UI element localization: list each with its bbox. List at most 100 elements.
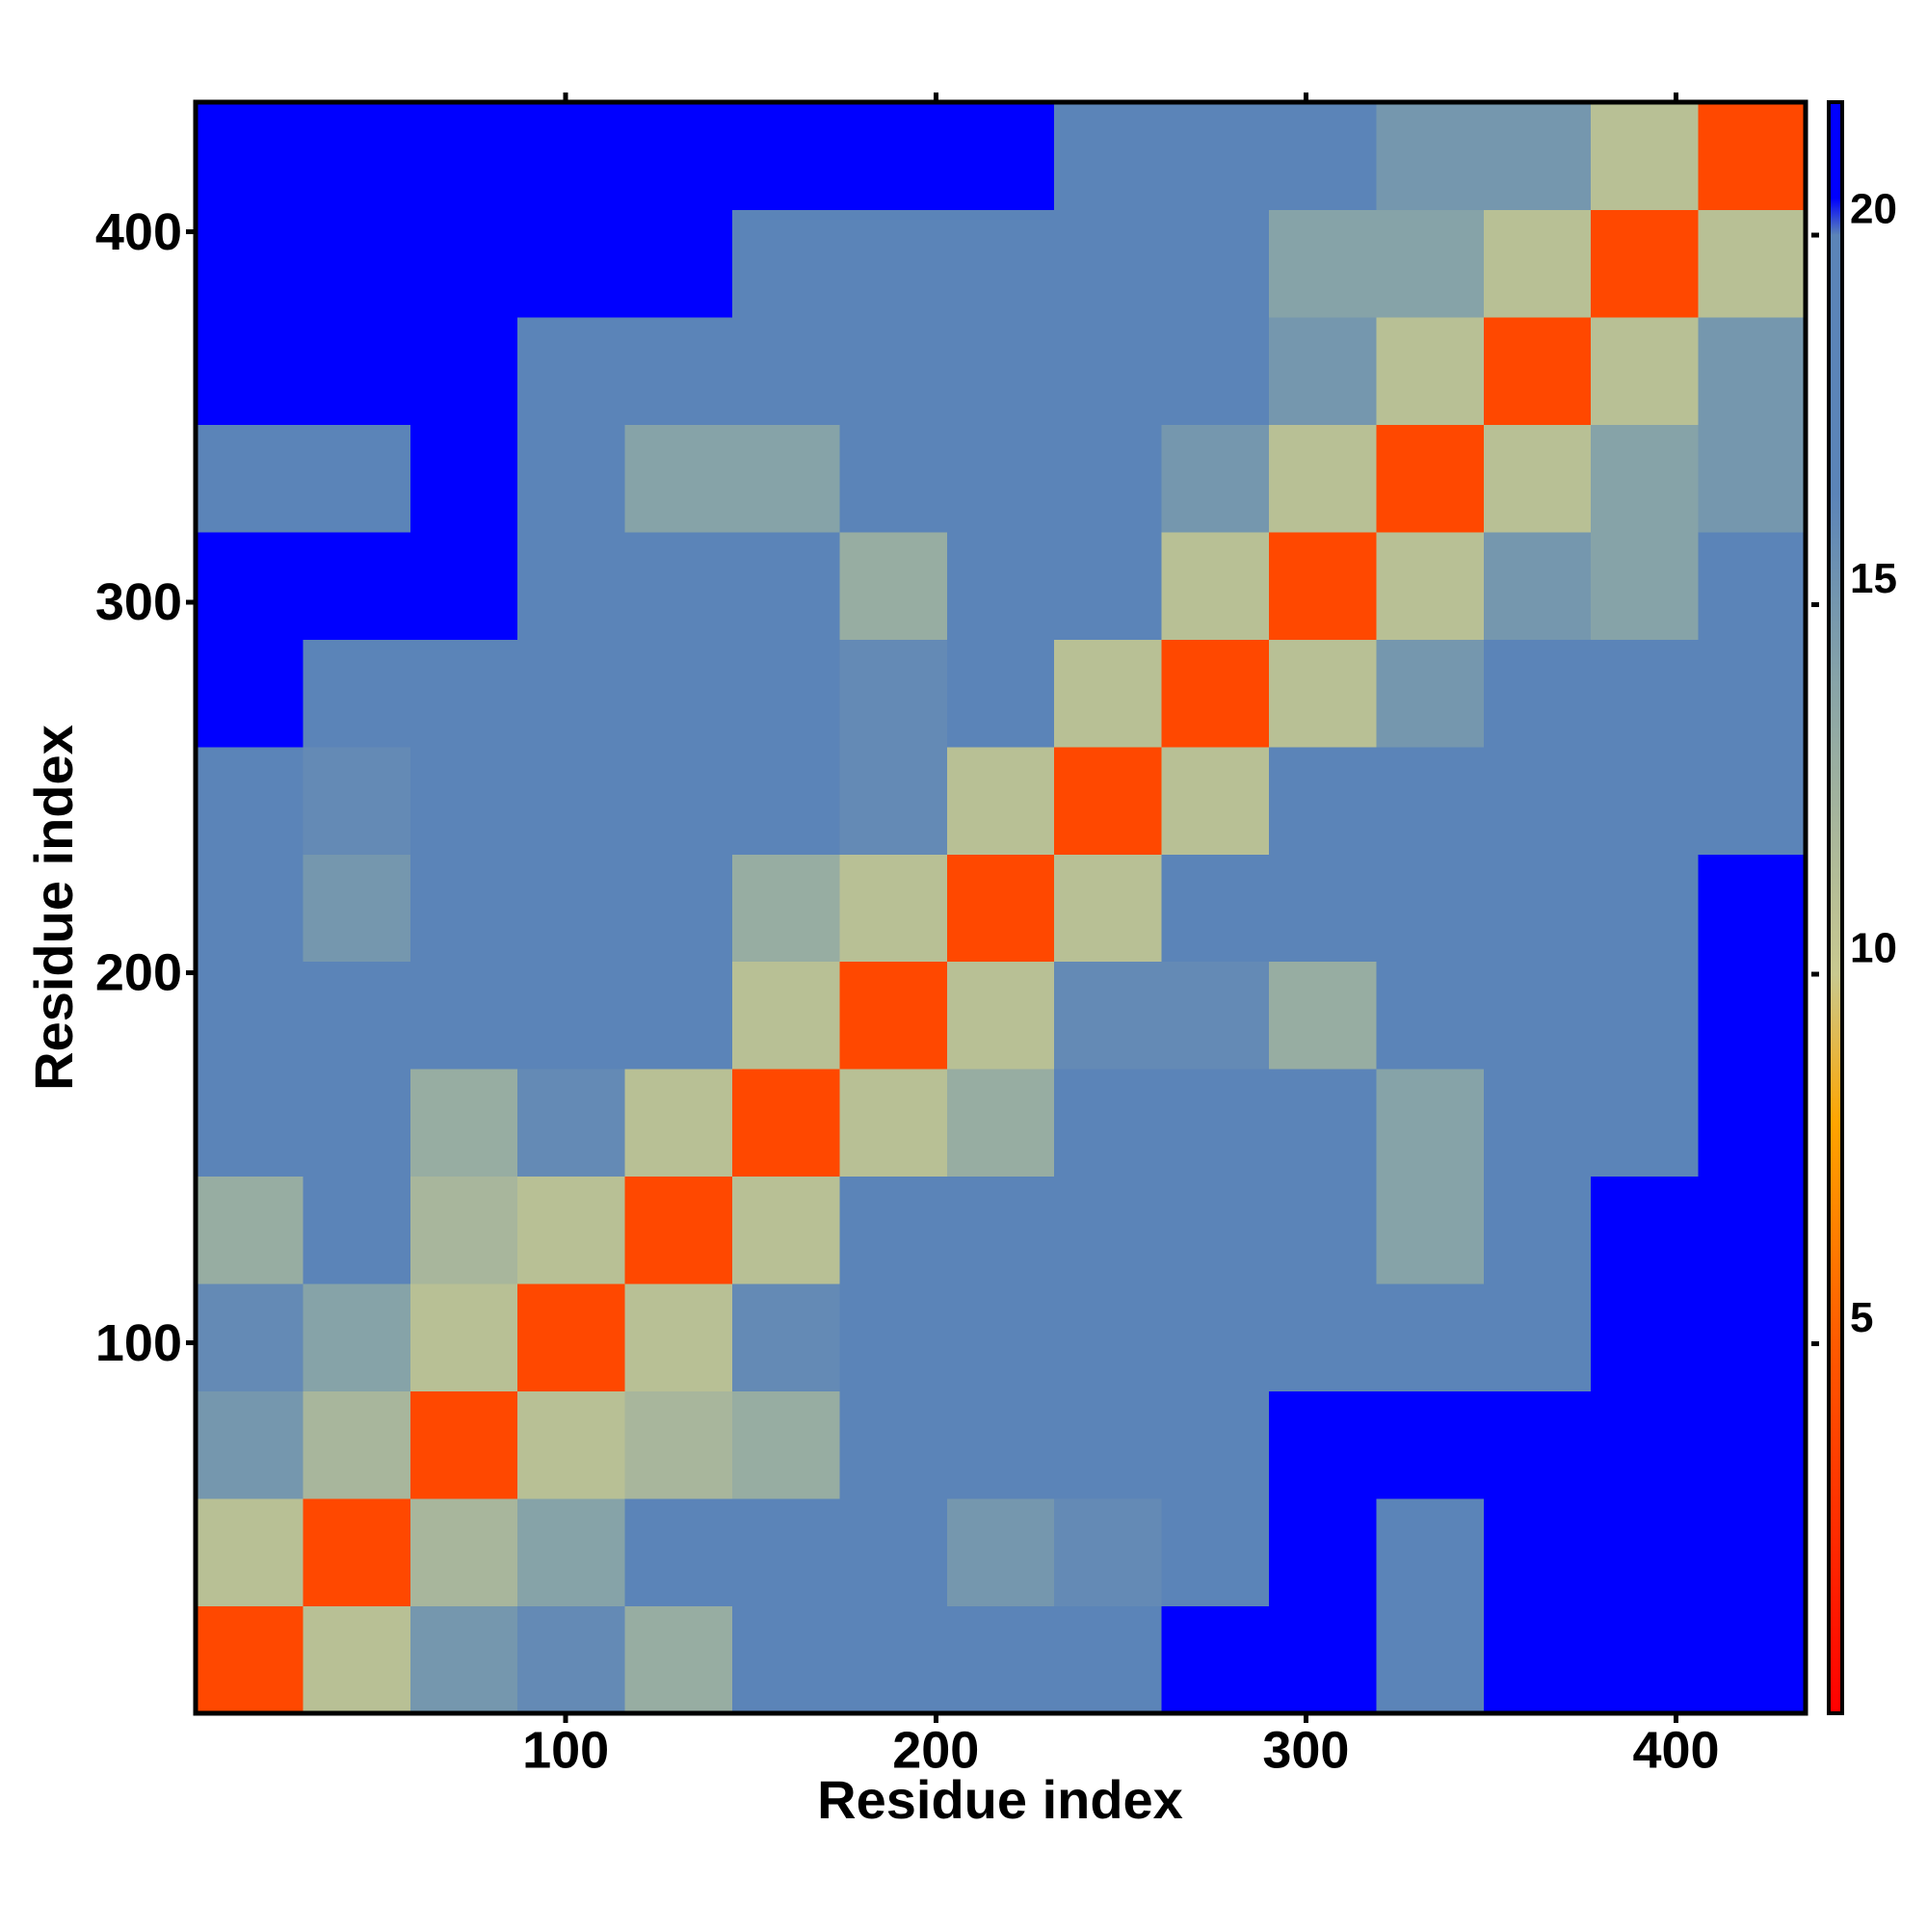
heatmap-cell xyxy=(839,854,948,963)
heatmap-cell xyxy=(1483,1605,1592,1714)
heatmap-cell xyxy=(196,1069,304,1178)
heatmap-cell xyxy=(303,639,411,748)
heatmap-cell xyxy=(409,1176,518,1284)
heatmap-cell xyxy=(196,424,304,533)
heatmap-cell xyxy=(1161,1069,1270,1178)
heatmap-cell xyxy=(1161,1176,1270,1284)
heatmap-cell xyxy=(1591,424,1700,533)
heatmap-cell xyxy=(839,424,948,533)
heatmap-cell xyxy=(1376,746,1485,855)
heatmap-cell xyxy=(1054,1176,1163,1284)
colorbar-tick-label: 20 xyxy=(1850,186,1897,233)
heatmap-cell xyxy=(1591,102,1700,210)
heatmap-cell xyxy=(1161,424,1270,533)
heatmap-cell xyxy=(732,1176,840,1284)
heatmap-cell xyxy=(1269,854,1377,963)
heatmap-cell xyxy=(196,1176,304,1284)
heatmap-cell xyxy=(1483,1069,1592,1178)
heatmap-cell xyxy=(1161,1498,1270,1607)
heatmap-cell xyxy=(303,1605,411,1714)
heatmap-cell xyxy=(409,1284,518,1392)
heatmap-cell xyxy=(1269,424,1377,533)
heatmap-cell xyxy=(303,1176,411,1284)
heatmap-cell xyxy=(1376,424,1485,533)
heatmap-cell xyxy=(1054,102,1163,210)
heatmap-cell xyxy=(624,1605,733,1714)
heatmap-cell xyxy=(1161,1284,1270,1392)
heatmap-cell xyxy=(732,531,840,640)
heatmap-cell xyxy=(1591,1390,1700,1499)
colorbar-tick-label: 15 xyxy=(1850,555,1897,602)
heatmap-cell xyxy=(1161,961,1270,1070)
heatmap-cell xyxy=(196,961,304,1070)
heatmap-cell xyxy=(1698,1605,1807,1714)
heatmap-cell xyxy=(303,1284,411,1392)
heatmap-cell xyxy=(732,961,840,1070)
heatmap-cell xyxy=(1483,424,1592,533)
heatmap-cell xyxy=(946,1284,1055,1392)
x-tick-label: 200 xyxy=(892,1721,979,1779)
heatmap-cell xyxy=(1054,961,1163,1070)
heatmap-cell xyxy=(839,1605,948,1714)
heatmap-cell xyxy=(1269,102,1377,210)
heatmap-cell xyxy=(1591,1069,1700,1178)
heatmap-cell xyxy=(732,1284,840,1392)
heatmap-cell xyxy=(1591,1605,1700,1714)
y-tick-label: 300 xyxy=(95,573,182,631)
heatmap-cell xyxy=(517,854,626,963)
heatmap-cell xyxy=(624,1284,733,1392)
heatmap-cell xyxy=(517,961,626,1070)
heatmap-cell xyxy=(517,639,626,748)
heatmap-cell xyxy=(303,531,411,640)
heatmap-cell xyxy=(732,424,840,533)
heatmap-cell xyxy=(409,961,518,1070)
heatmap-cell xyxy=(732,1498,840,1607)
y-axis-title: Residue index xyxy=(23,725,84,1091)
heatmap-cell xyxy=(1269,209,1377,318)
heatmap-cell xyxy=(1269,1284,1377,1392)
heatmap-cell xyxy=(839,1390,948,1499)
heatmap-cell xyxy=(1376,1176,1485,1284)
heatmap-cell xyxy=(1483,746,1592,855)
heatmap-cell xyxy=(839,1284,948,1392)
heatmap-cell xyxy=(196,209,304,318)
x-axis-title: Residue index xyxy=(817,1769,1183,1830)
heatmap-cell xyxy=(303,1069,411,1178)
heatmap-cell xyxy=(1376,316,1485,425)
heatmap-cell xyxy=(1376,1390,1485,1499)
heatmap-cell xyxy=(409,316,518,425)
heatmap-cell xyxy=(732,102,840,210)
heatmap-cell xyxy=(732,1390,840,1499)
heatmap-cell xyxy=(624,1069,733,1178)
x-tick-label: 400 xyxy=(1632,1721,1719,1779)
heatmap-cell xyxy=(946,1605,1055,1714)
heatmap-cell xyxy=(517,424,626,533)
heatmap-cell xyxy=(196,1498,304,1607)
heatmap-cell xyxy=(196,531,304,640)
heatmap-cell xyxy=(946,639,1055,748)
heatmap-cell xyxy=(1698,854,1807,963)
heatmap-cell xyxy=(624,961,733,1070)
heatmap-cell xyxy=(1054,424,1163,533)
heatmap-cell xyxy=(1054,531,1163,640)
heatmap-cell xyxy=(1054,1284,1163,1392)
heatmap-cell xyxy=(1269,316,1377,425)
heatmap-cell xyxy=(946,316,1055,425)
heatmap-cell xyxy=(732,316,840,425)
heatmap-cell xyxy=(1698,1284,1807,1392)
heatmap-cell xyxy=(1054,854,1163,963)
x-tick-label: 100 xyxy=(522,1721,609,1779)
heatmap-cell xyxy=(409,1605,518,1714)
heatmap-cell xyxy=(1591,854,1700,963)
heatmap-cell xyxy=(1376,1498,1485,1607)
heatmap-cell xyxy=(1054,1605,1163,1714)
heatmap-cell xyxy=(1376,1284,1485,1392)
heatmap-cell xyxy=(409,854,518,963)
heatmap-cell xyxy=(1054,639,1163,748)
heatmap-cell xyxy=(946,746,1055,855)
y-tick-label: 200 xyxy=(95,944,182,1002)
heatmap-cell xyxy=(839,209,948,318)
heatmap-cell xyxy=(1376,531,1485,640)
heatmap-cell xyxy=(517,209,626,318)
